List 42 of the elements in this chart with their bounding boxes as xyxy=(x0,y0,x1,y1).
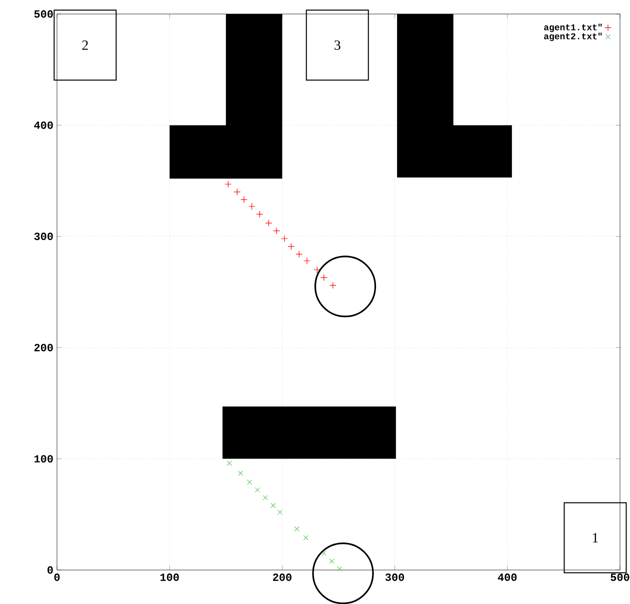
point xyxy=(270,502,276,508)
point xyxy=(303,257,310,264)
point xyxy=(280,235,288,242)
y-tick-label: 100 xyxy=(34,455,53,463)
legend-label: agent2.txt" xyxy=(544,32,602,42)
x-tick-label: 300 xyxy=(385,574,404,581)
point xyxy=(240,196,248,204)
y-tick-label: 0 xyxy=(48,566,53,574)
y-tick-label: 400 xyxy=(34,121,53,129)
point xyxy=(288,242,295,250)
point xyxy=(262,495,268,500)
x-tick-label: 200 xyxy=(272,574,292,581)
point xyxy=(294,526,300,532)
point xyxy=(265,220,272,227)
point xyxy=(226,460,232,466)
x-tick-label: 500 xyxy=(610,574,630,581)
x-tick-label: 0 xyxy=(54,574,60,581)
annotation: 3 xyxy=(334,40,340,50)
point xyxy=(303,535,308,540)
x-tick-label: 100 xyxy=(160,574,179,581)
annotation: 1 xyxy=(592,533,598,542)
point xyxy=(234,188,241,196)
x-tick-label: 400 xyxy=(498,574,517,581)
point xyxy=(238,470,244,476)
legend-label: agent1.txt" xyxy=(544,24,602,32)
point xyxy=(277,510,283,515)
y-tick-label: 200 xyxy=(34,344,53,352)
point xyxy=(273,227,280,234)
point xyxy=(248,202,256,210)
point xyxy=(224,180,232,188)
point xyxy=(329,558,334,564)
point xyxy=(320,274,328,282)
y-tick-label: 300 xyxy=(34,232,53,240)
point xyxy=(321,550,326,556)
point xyxy=(337,566,342,572)
y-tick-label: 500 xyxy=(34,10,53,18)
point xyxy=(254,487,260,492)
point xyxy=(256,210,264,218)
point xyxy=(329,282,336,289)
point xyxy=(246,480,252,485)
point xyxy=(296,250,303,258)
annotation: 2 xyxy=(82,40,88,50)
